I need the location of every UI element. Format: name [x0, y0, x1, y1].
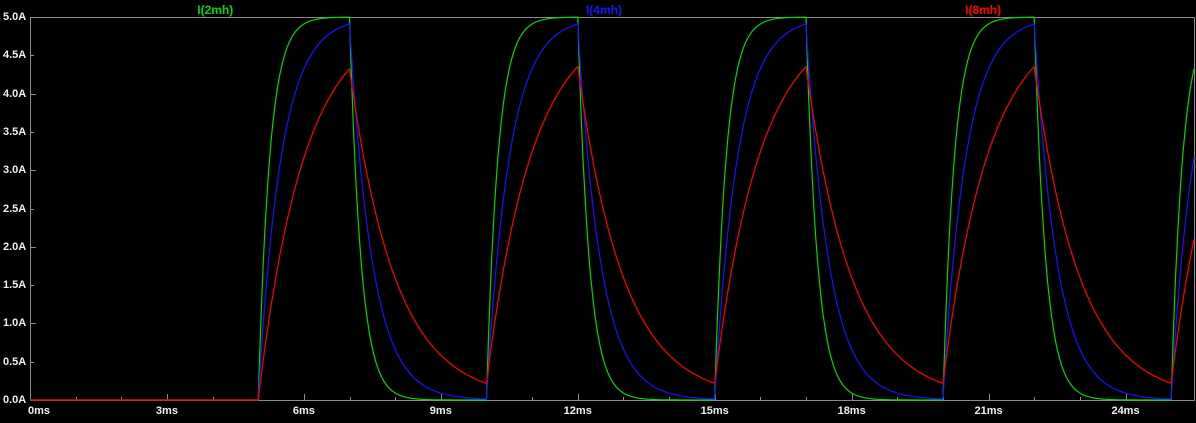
plot-border — [30, 17, 1195, 401]
trace-label-i4mh[interactable]: I(4mh) — [585, 3, 622, 17]
y-tick-label: 1.0A — [3, 317, 27, 330]
y-tick-label: 1.5A — [3, 279, 27, 292]
x-tick-label: 0ms — [28, 405, 51, 417]
y-tick-label: 3.5A — [3, 125, 27, 138]
x-tick-label: 18ms — [837, 405, 866, 417]
trace-i4mh[interactable] — [30, 23, 1195, 401]
y-tick-label: 2.5A — [3, 202, 27, 215]
x-tick-label: 15ms — [700, 405, 729, 417]
y-tick-label: 2.0A — [3, 240, 27, 253]
trace-label-i2mh[interactable]: I(2mh) — [197, 3, 234, 17]
x-tick-label: 24ms — [1111, 405, 1140, 417]
y-tick-label: 3.0A — [3, 164, 27, 177]
trace-i2mh[interactable] — [30, 16, 1195, 401]
y-tick-label: 4.0A — [3, 87, 27, 100]
y-tick-label: 5.0A — [3, 11, 27, 23]
x-tick-label: 3ms — [155, 405, 178, 417]
y-tick-label: 0.0A — [3, 394, 27, 406]
x-tick-label: 9ms — [429, 405, 452, 417]
trace-i8mh[interactable] — [30, 65, 1195, 401]
y-tick-label: 0.5A — [3, 355, 27, 368]
x-tick-label: 6ms — [292, 405, 315, 417]
trace-label-i8mh[interactable]: I(8mh) — [965, 3, 1002, 17]
x-tick-label: 12ms — [563, 405, 592, 417]
x-tick-label: 21ms — [974, 405, 1003, 417]
y-tick-label: 4.5A — [3, 49, 27, 62]
